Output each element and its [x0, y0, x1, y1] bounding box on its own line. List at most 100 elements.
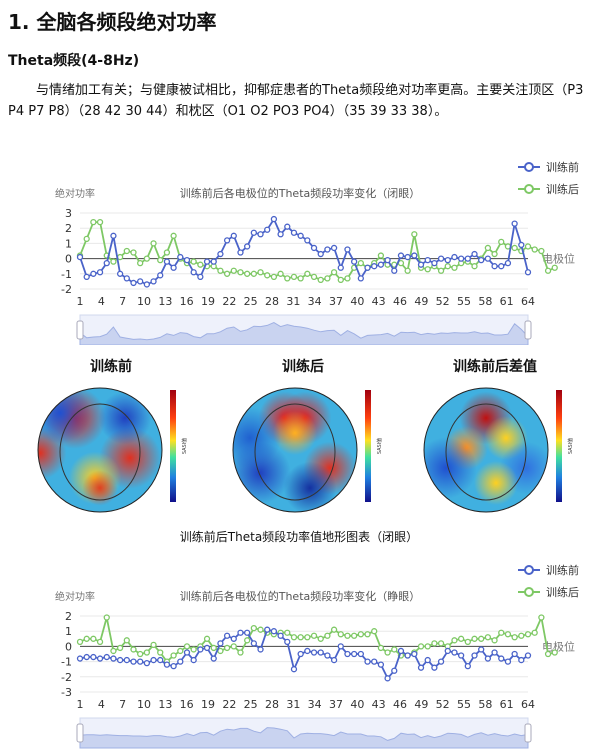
- section-heading: 1. 全脑各频段绝对功率: [8, 10, 217, 34]
- data-point: [277, 270, 284, 277]
- y-tick-label: -2: [61, 671, 72, 684]
- data-point: [371, 263, 378, 270]
- data-point: [244, 270, 251, 277]
- data-point: [230, 232, 237, 239]
- y-tick-label: -2: [61, 283, 72, 296]
- x-tick-label: 25: [244, 295, 258, 308]
- data-point: [491, 263, 498, 270]
- data-point: [170, 264, 177, 271]
- data-point: [317, 276, 324, 284]
- data-point: [284, 275, 291, 282]
- data-point: [498, 629, 505, 636]
- data-point: [498, 263, 505, 270]
- data-point: [304, 647, 311, 655]
- data-point: [471, 652, 478, 659]
- data-point: [76, 638, 84, 645]
- x-tick-label: 31: [286, 698, 300, 711]
- zoom-handle-right: [524, 723, 532, 743]
- x-tick-label: 16: [180, 295, 194, 308]
- data-point: [337, 276, 344, 284]
- data-point: [250, 640, 258, 647]
- data-point: [223, 270, 231, 277]
- data-point: [350, 650, 358, 658]
- data-point: [290, 273, 298, 280]
- y-tick-label: 0: [65, 640, 72, 653]
- x-tick-label: 40: [350, 295, 364, 308]
- data-point: [424, 266, 431, 273]
- data-point: [324, 652, 331, 659]
- data-point: [110, 655, 117, 662]
- x-axis-label: 电极位: [542, 252, 575, 266]
- data-point: [451, 637, 458, 644]
- zoom-handle-right: [524, 320, 532, 340]
- data-point: [130, 658, 137, 665]
- data-point: [371, 658, 378, 665]
- data-point: [270, 628, 278, 635]
- data-point: [250, 270, 258, 277]
- data-point: [76, 655, 84, 662]
- data-point: [531, 629, 538, 636]
- data-point: [210, 644, 217, 652]
- data-point: [357, 275, 364, 282]
- data-point: [437, 640, 445, 647]
- data-point: [103, 614, 110, 621]
- data-point: [217, 640, 224, 647]
- data-point: [290, 229, 298, 236]
- data-point: [83, 653, 90, 661]
- data-point: [337, 631, 344, 638]
- data-point: [324, 246, 331, 253]
- data-point: [190, 258, 197, 265]
- legend-label: 训练前: [546, 563, 579, 577]
- topomap-title-before: 训练前: [90, 359, 132, 375]
- data-point: [344, 632, 351, 639]
- scalp-outline: [254, 403, 336, 501]
- data-point: [210, 258, 217, 265]
- data-point: [478, 256, 485, 264]
- x-tick-label: 16: [180, 698, 194, 711]
- data-point: [417, 261, 425, 268]
- chart-title: 训练前后各电极位的Theta频段功率变化（睁眼）: [180, 589, 421, 603]
- data-point: [377, 252, 385, 259]
- data-point: [190, 656, 197, 664]
- data-point: [137, 658, 144, 665]
- colorbar-label: SASI值: [181, 438, 188, 454]
- data-point: [203, 258, 211, 265]
- head-outline: [37, 387, 163, 513]
- data-point: [504, 631, 512, 638]
- data-point: [244, 629, 251, 636]
- data-point: [377, 261, 385, 268]
- data-point: [183, 649, 191, 656]
- data-point: [110, 647, 117, 655]
- data-point: [143, 659, 151, 667]
- data-point: [397, 252, 405, 259]
- x-tick-label: 55: [457, 295, 471, 308]
- data-point: [464, 255, 471, 262]
- data-point: [498, 238, 505, 246]
- data-point: [103, 260, 110, 267]
- data-point: [377, 644, 385, 652]
- x-tick-label: 25: [244, 698, 258, 711]
- data-point: [484, 255, 492, 262]
- data-point: [304, 634, 311, 641]
- data-point: [150, 240, 157, 247]
- data-point: [504, 658, 512, 665]
- data-point: [491, 637, 498, 644]
- colorbar: [170, 390, 176, 502]
- data-point: [304, 237, 311, 244]
- data-point: [491, 649, 498, 656]
- data-point: [324, 275, 331, 282]
- data-point: [264, 626, 271, 633]
- x-tick-label: 7: [119, 698, 126, 711]
- data-point: [116, 656, 124, 664]
- head-outline: [423, 387, 549, 513]
- data-point: [217, 250, 224, 258]
- data-point: [451, 253, 458, 261]
- data-point: [210, 655, 217, 662]
- data-point: [150, 278, 157, 285]
- data-point: [310, 632, 318, 639]
- x-tick-label: 22: [222, 295, 236, 308]
- data-point: [137, 650, 144, 658]
- data-point: [330, 656, 338, 664]
- y-tick-label: 1: [65, 237, 72, 250]
